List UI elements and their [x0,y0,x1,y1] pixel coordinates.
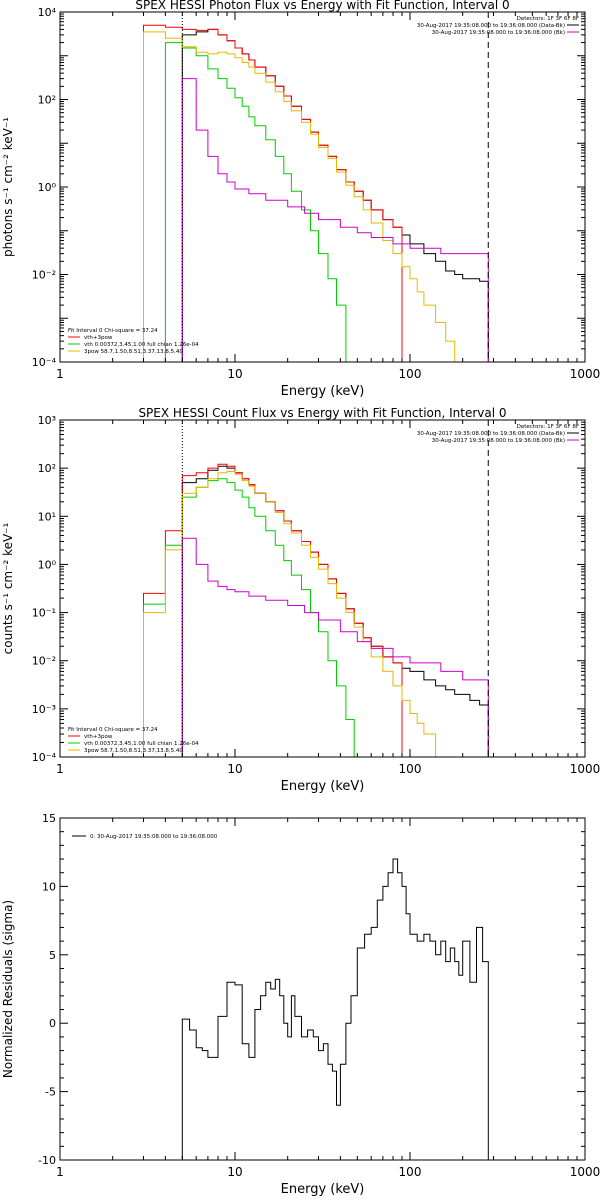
chart-1-ytick-label: 10¹ [38,510,56,523]
chart-1-ytick-label: 10⁰ [38,558,57,571]
chart-1-ytick-label: 10⁻⁴ [32,751,57,764]
chart-0-legend-bottom-2: 3pow 58.7,1.50,8.51,3.37,13.8,5.40 [84,349,183,355]
chart-1-legend-top-2: 30-Aug-2017 19:35:08.000 to 19:36:08.000… [432,438,565,444]
chart-1-series-4 [181,537,489,757]
chart-2-ylabel: Normalized Residuals (sigma) [1,900,15,1078]
chart-1-xtick-label: 1 [56,762,64,776]
chart-2-xtick-label: 10 [227,1165,242,1179]
chart-2-legend-top-0: 0. 30-Aug-2017 19:35:08.000 to 19:36:08.… [90,834,218,840]
chart-1-ytick-label: 10³ [38,414,56,427]
chart-2-ytick-label: 10 [42,880,56,893]
chart-0-xlabel: Energy (keV) [281,384,365,399]
chart-0-series-4 [181,78,489,362]
chart-2-frame [59,817,586,1161]
chart-0-series-2 [164,42,347,362]
chart-1-ytick-label: 10² [38,462,56,475]
chart-0-ytick-label: 10⁻⁴ [32,356,57,369]
chart-0-xtick-label: 10 [227,367,242,381]
chart-2-xtick-label: 100 [399,1165,422,1179]
chart-2-xlabel: Energy (keV) [281,1182,365,1197]
chart-0-ytick-label: 10⁻² [32,269,56,282]
chart-0-xtick-label: 100 [399,367,422,381]
chart-1-title: SPEX HESSI Count Flux vs Energy with Fit… [138,406,506,420]
chart-2-xtick-label: 1 [56,1165,64,1179]
chart-2-ytick-label: 15 [42,812,56,825]
chart-0-xtick-label: 1 [56,367,64,381]
chart-1-legend-top-0: Detectors: 1F 3F 6F 8F [517,424,579,430]
chart-1-xlabel: Energy (keV) [281,779,365,794]
chart-1-ytick-label: 10⁻³ [32,703,56,716]
chart-2-ytick-label: -10 [38,1154,56,1167]
chart-1-legend-bottom-0: vth+3pow [84,734,113,740]
chart-2-ytick-label: 5 [49,949,56,962]
chart-0-ytick-label: 10⁰ [38,181,57,194]
chart-0-legend-top-1: 30-Aug-2017 19:35:08.000 to 19:36:08.000… [417,23,565,29]
chart-1-ytick-label: 10⁻² [32,655,56,668]
chart-1-xtick-label: 1000 [570,762,600,776]
chart-0-ytick-label: 10⁴ [38,6,57,19]
chart-1-series-3 [143,471,437,757]
chart-1-frame [59,419,586,758]
chart-0-frame [59,11,586,363]
chart-2-xtick-label: 1000 [570,1165,600,1179]
chart-1-legend-header: Fit Interval 0 Chi-square = 37.24 [68,727,158,733]
chart-0-legend-header: Fit Interval 0 Chi-square = 37.24 [68,328,158,334]
chart-0-title: SPEX HESSI Photon Flux vs Energy with Fi… [135,0,509,12]
chart-0-ylabel: photons s⁻¹ cm⁻² keV⁻¹ [1,117,15,257]
chart-1-series-0 [181,465,489,757]
chart-0-legend-bottom-0: vth+3pow [84,335,113,341]
chart-2-series-0 [181,858,489,1160]
chart-1-legend-bottom-1: vth 0.00372,3.45,1.00 full chian 1.26e-0… [84,741,199,747]
chart-1-legend-top-1: 30-Aug-2017 19:35:08.000 to 19:36:08.000… [417,431,565,437]
chart-0-xtick-label: 1000 [570,367,600,381]
chart-0-ytick-label: 10² [38,94,56,107]
chart-2-ytick-label: 0 [49,1017,56,1030]
chart-1-ytick-label: 10⁻¹ [32,607,56,620]
chart-0-series-3 [143,31,456,362]
chart-1-xtick-label: 10 [227,762,242,776]
chart-0-legend-top-2: 30-Aug-2017 19:35:08.000 to 19:36:08.000… [432,30,565,36]
chart-1-xtick-label: 100 [399,762,422,776]
chart-1-ylabel: counts s⁻¹ cm⁻² keV⁻¹ [1,522,15,654]
chart-1-series-2 [143,478,355,757]
chart-2-ytick-label: -5 [45,1086,56,1099]
chart-1-legend-bottom-2: 3pow 58.7,1.50,8.51,3.37,13.8,5.40 [84,748,183,754]
chart-0-series-0 [181,28,489,362]
chart-0-legend-bottom-1: vth 0.00372,3.45,1.00 full chian 1.26e-0… [84,342,199,348]
chart-0-legend-top-0: Detectors: 1F 3F 6F 8F [517,16,579,22]
